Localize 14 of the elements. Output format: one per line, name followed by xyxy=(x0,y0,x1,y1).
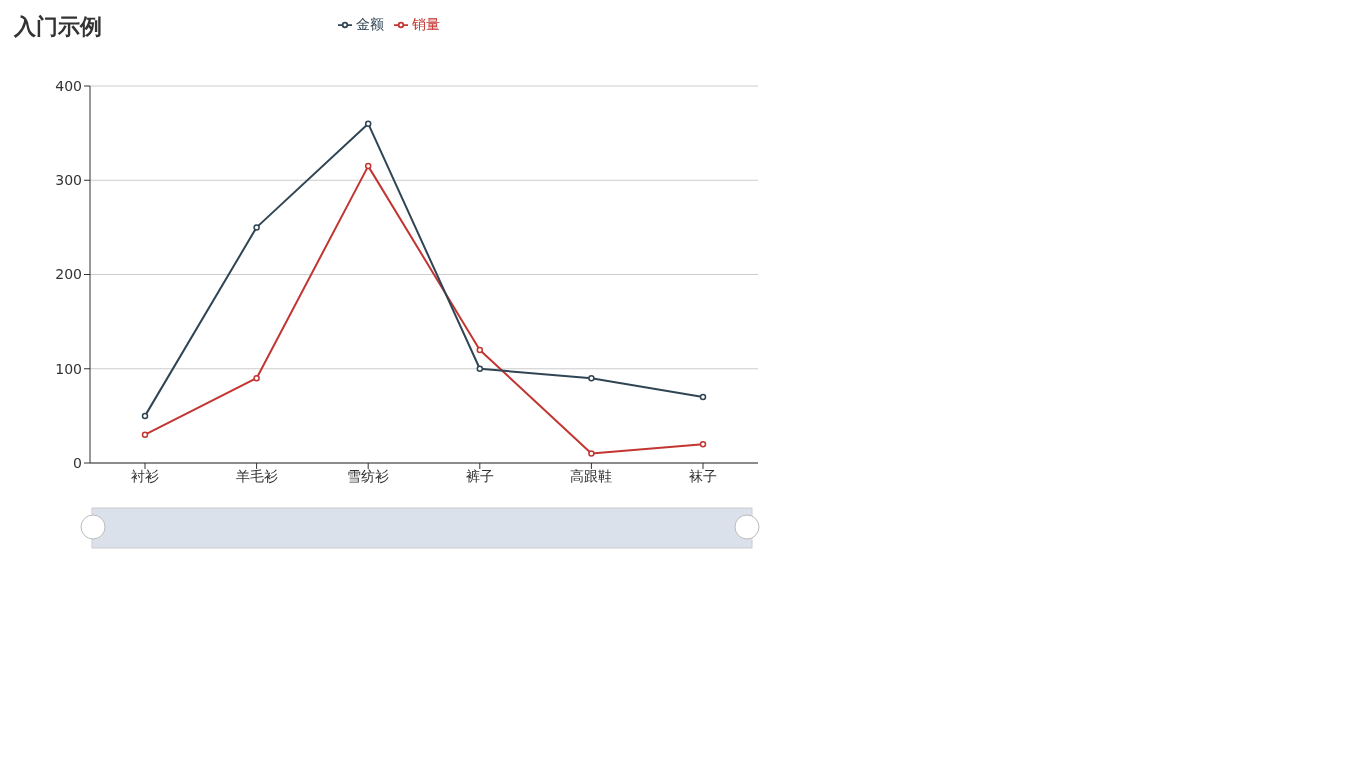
y-tick-label: 100 xyxy=(55,360,82,377)
x-tick-label: 羊毛衫 xyxy=(235,467,278,484)
x-tick-label: 衬衫 xyxy=(131,467,159,484)
x-tick-label: 高跟鞋 xyxy=(570,467,613,484)
y-tick-label: 200 xyxy=(55,266,82,283)
legend-label: 金额 xyxy=(356,16,384,32)
chart-title: 入门示例 xyxy=(14,13,102,41)
y-tick-label: 400 xyxy=(55,77,82,94)
x-tick-label: 裤子 xyxy=(465,467,494,484)
y-tick-label: 0 xyxy=(73,454,82,471)
legend-label: 销量 xyxy=(412,16,440,32)
x-tick-label: 袜子 xyxy=(689,467,717,484)
y-tick-label: 300 xyxy=(55,172,82,189)
x-tick-label: 雪纺衫 xyxy=(347,467,390,484)
